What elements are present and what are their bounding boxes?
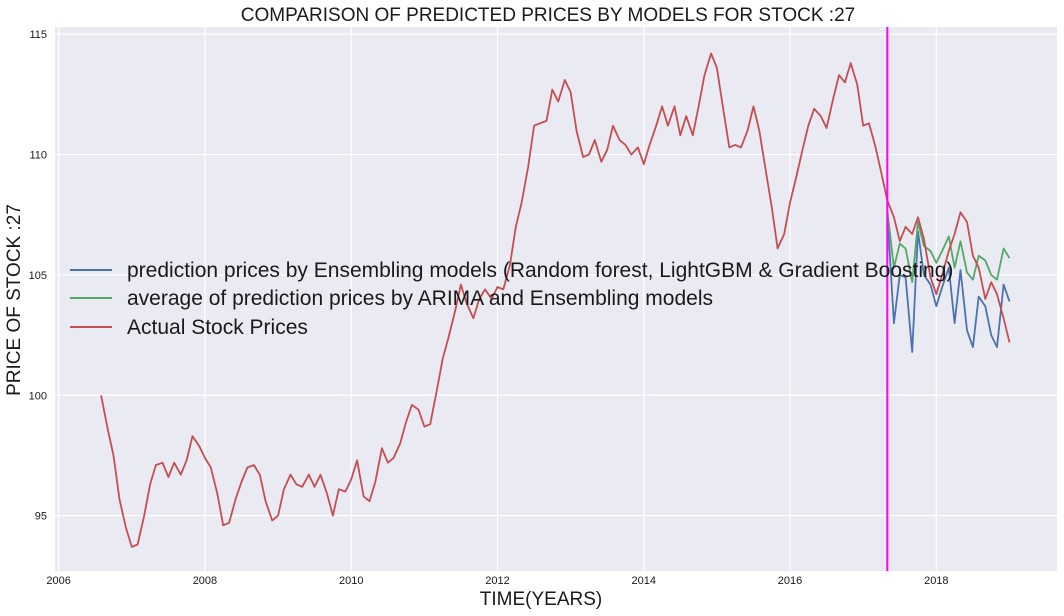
y-tick-label: 110 <box>29 150 47 162</box>
x-tick-label: 2014 <box>632 575 656 587</box>
series-line-2 <box>886 209 1011 284</box>
y-tick-label: 115 <box>29 29 47 41</box>
x-tick-label: 2016 <box>778 575 802 587</box>
chart-title: COMPARISON OF PREDICTED PRICES BY MODELS… <box>241 5 855 26</box>
legend-label-3: Actual Stock Prices <box>127 316 308 339</box>
x-tick-label: 2018 <box>924 575 948 587</box>
x-tick-label: 2012 <box>485 575 509 587</box>
series-line-1 <box>886 212 1011 353</box>
y-tick-label: 105 <box>29 270 47 282</box>
legend-label-1: prediction prices by Ensembling models (… <box>127 259 953 282</box>
y-tick-label: 100 <box>29 390 47 402</box>
tick-labels: 2006 2008 2010 2012 2014 2016 2018 95 100 105 110 1… <box>29 29 949 587</box>
x-axis-label: TIME(YEARS) <box>480 589 602 610</box>
legend-label-2: average of prediction prices by ARIMA an… <box>127 287 713 310</box>
y-axis-label: PRICE OF STOCK :27 <box>4 204 25 396</box>
x-tick-label: 2006 <box>46 575 70 587</box>
x-tick-label: 2008 <box>193 575 217 587</box>
series-line-3 <box>100 52 1011 548</box>
plot-area <box>55 27 1057 571</box>
x-tick-label: 2010 <box>339 575 363 587</box>
legend: prediction prices by Ensembling models (… <box>70 259 953 339</box>
y-tick-label: 95 <box>35 511 47 523</box>
series-lines <box>100 52 1011 548</box>
